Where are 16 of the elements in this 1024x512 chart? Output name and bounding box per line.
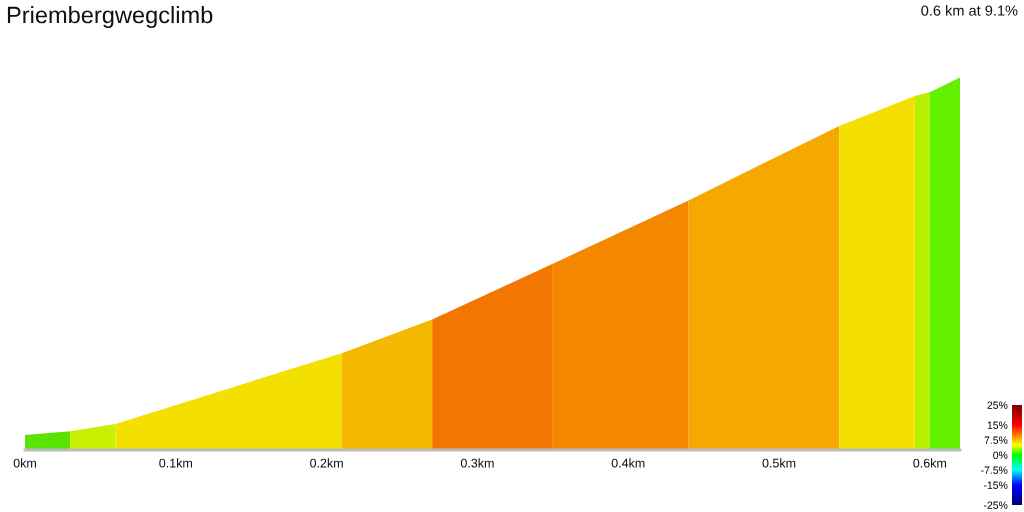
x-tick-label: 0.4km xyxy=(611,458,645,468)
color-bar-label: -7.5% xyxy=(981,466,1008,474)
color-bar-label: -25% xyxy=(983,501,1008,509)
color-bar-label: -15% xyxy=(983,481,1008,489)
x-tick-label: 0.2km xyxy=(310,458,343,468)
x-tick-label: 0.3km xyxy=(460,458,494,468)
color-bar-label: 25% xyxy=(987,401,1008,409)
color-bar-label: 15% xyxy=(987,421,1008,429)
x-tick-label: 0km xyxy=(13,458,36,468)
chart-title: Priembergwegclimb xyxy=(7,6,213,29)
x-tick-label: 0.6km xyxy=(913,458,947,468)
chart-subtitle: 0.6 km at 9.1% xyxy=(921,5,1018,16)
color-bar-label: 7.5% xyxy=(984,436,1008,444)
x-tick-label: 0.5km xyxy=(762,458,796,468)
color-bar-label: 0% xyxy=(993,451,1008,459)
x-tick-label: 0.1km xyxy=(159,458,192,468)
